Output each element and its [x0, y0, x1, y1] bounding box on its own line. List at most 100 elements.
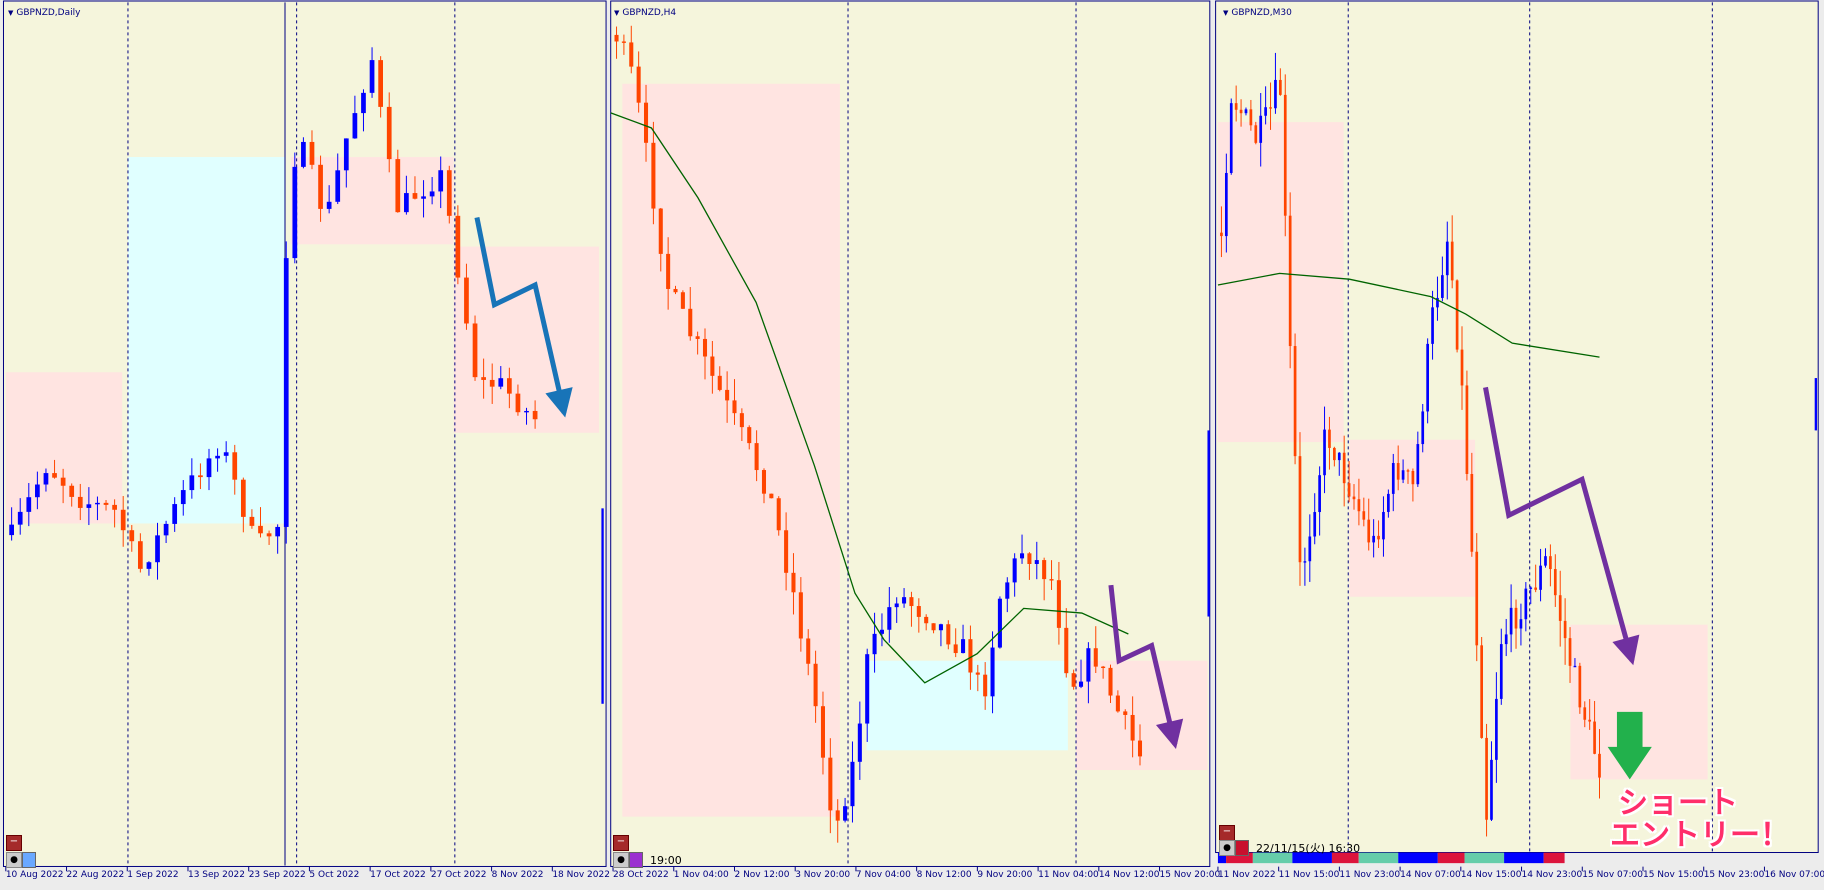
candle-body — [1269, 107, 1272, 109]
candle-body — [1499, 644, 1503, 699]
candle-body — [968, 639, 973, 673]
color-square-button[interactable] — [1235, 840, 1249, 856]
candle-body — [776, 498, 781, 531]
candle-body — [1078, 681, 1084, 687]
candle-body — [1509, 607, 1513, 635]
candle-body — [103, 502, 109, 505]
bomb-icon[interactable]: ● — [1219, 840, 1235, 856]
supply-demand-zone — [622, 83, 840, 817]
candle-body — [916, 606, 921, 617]
chart-title-daily: ▼ GBPNZD,Daily — [8, 8, 81, 18]
arrow-head-icon — [545, 387, 573, 418]
candle-body — [1573, 665, 1577, 668]
candle-body — [1583, 707, 1587, 720]
supply-demand-zone — [866, 660, 1068, 751]
candle-body — [1465, 385, 1469, 474]
moving-average-line — [1217, 272, 1600, 358]
candle-body — [791, 572, 796, 593]
time-axis-label: 2 Nov 12:00 — [734, 870, 790, 880]
candle-body — [1387, 493, 1390, 512]
candle-body — [86, 504, 92, 508]
candle-body — [35, 484, 40, 498]
time-axis-label: 8 Nov 12:00 — [916, 870, 972, 880]
candle-body — [769, 493, 774, 499]
candle-body — [1101, 666, 1106, 669]
candle-body — [1259, 115, 1263, 143]
minus-icon[interactable]: − — [613, 835, 629, 851]
candle-body — [455, 215, 461, 278]
minus-icon[interactable]: − — [1219, 825, 1235, 841]
candle-body — [1229, 103, 1233, 173]
candle-body — [1020, 553, 1025, 559]
supply-demand-zone — [127, 157, 285, 524]
time-axis-label: 8 Nov 2022 — [491, 870, 544, 880]
color-strip-segment — [1226, 852, 1253, 864]
time-axis-label: 23 Sep 2022 — [248, 870, 306, 880]
candle-body — [673, 288, 678, 293]
candle-body — [369, 60, 375, 93]
candle-body — [820, 706, 825, 758]
candle-body — [275, 526, 281, 537]
candle-body — [498, 378, 504, 387]
candle-body — [938, 624, 943, 631]
candle-body — [1519, 619, 1523, 629]
candle-body — [1436, 297, 1439, 308]
candle-body — [1396, 463, 1400, 480]
candle-body — [1480, 645, 1484, 738]
candle-body — [43, 473, 49, 485]
candle-body — [629, 42, 634, 67]
candle-body — [1524, 588, 1528, 620]
candle-body — [1490, 759, 1493, 820]
candle-body — [1283, 94, 1287, 216]
candle-body — [489, 379, 495, 387]
candle-body — [1362, 511, 1366, 520]
time-axis-label: 1 Nov 04:00 — [673, 870, 729, 880]
arrow-head-icon — [1612, 634, 1640, 666]
color-square-button[interactable] — [22, 852, 36, 868]
candle-body — [1598, 753, 1601, 778]
candle-body — [1441, 275, 1444, 298]
candle-body — [1588, 719, 1592, 722]
candle-body — [643, 102, 649, 143]
candle-body — [17, 511, 23, 525]
candle-body — [438, 170, 444, 192]
candle-body — [1578, 665, 1582, 708]
candle-body — [1411, 470, 1415, 485]
minus-icon[interactable]: − — [6, 835, 22, 851]
candle-body — [1426, 343, 1429, 412]
scroll-marker — [1814, 378, 1818, 431]
candle-body — [1549, 556, 1552, 570]
bomb-icon[interactable]: ● — [613, 852, 629, 868]
candle-body — [909, 597, 914, 607]
time-axis-label: 15 Nov 20:00 — [1159, 870, 1221, 880]
time-axis-label: 11 Nov 04:00 — [1038, 870, 1099, 880]
time-axis-label: 9 Nov 20:00 — [977, 870, 1033, 880]
candle-body — [1485, 737, 1488, 820]
bomb-icon[interactable]: ● — [6, 852, 22, 868]
candle-body — [223, 452, 229, 456]
dropdown-triangle-icon[interactable]: ▼ — [8, 9, 14, 17]
candle-body — [1563, 620, 1567, 639]
candle-body — [343, 138, 349, 171]
candle-body — [1130, 714, 1135, 741]
color-strip-segment — [1543, 852, 1565, 864]
time-axis-label: 28 Oct 2022 — [613, 870, 669, 880]
color-strip-segment — [1398, 852, 1438, 864]
candle-body — [1401, 470, 1405, 480]
color-strip-segment — [1331, 852, 1359, 864]
candle-body — [1534, 587, 1538, 590]
candle-body — [828, 757, 833, 811]
dropdown-triangle-icon[interactable]: ▼ — [1223, 9, 1229, 17]
candle-body — [532, 410, 538, 420]
dropdown-triangle-icon[interactable]: ▼ — [614, 9, 620, 17]
candle-body — [112, 504, 117, 510]
candle-body — [1406, 470, 1410, 472]
candle-body — [352, 113, 358, 139]
candle-body — [702, 338, 708, 357]
color-square-button[interactable] — [629, 852, 643, 868]
candle-body — [887, 607, 892, 630]
candle-body — [1460, 349, 1464, 386]
time-axis-label: 11 Nov 23:00 — [1339, 870, 1401, 880]
candle-body — [695, 336, 700, 339]
candle-body — [1416, 444, 1420, 485]
